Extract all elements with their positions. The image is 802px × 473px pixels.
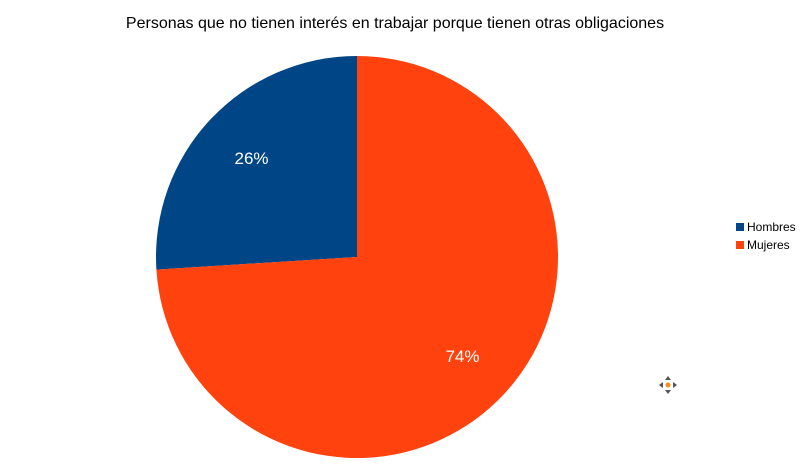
legend-label-mujeres: Mujeres <box>747 238 790 252</box>
pie-slices <box>155 56 559 458</box>
data-label-hombres: 26% <box>234 149 268 168</box>
move-cursor-icon[interactable] <box>657 374 679 396</box>
pie-slice-mujeres <box>156 56 559 458</box>
legend-item-mujeres: Mujeres <box>736 236 796 254</box>
data-label-mujeres: 74% <box>445 347 479 366</box>
legend: Hombres Mujeres <box>736 218 796 254</box>
legend-item-hombres: Hombres <box>736 218 796 236</box>
legend-swatch-hombres <box>736 223 744 231</box>
move-cursor-icon-graphic <box>659 376 677 394</box>
pie-slice-hombres <box>155 56 357 270</box>
legend-label-hombres: Hombres <box>747 220 796 234</box>
chart-title: Personas que no tienen interés en trabaj… <box>125 15 665 32</box>
pie-slice-labels: 26% 74% <box>234 149 479 366</box>
legend-swatch-mujeres <box>736 241 744 249</box>
